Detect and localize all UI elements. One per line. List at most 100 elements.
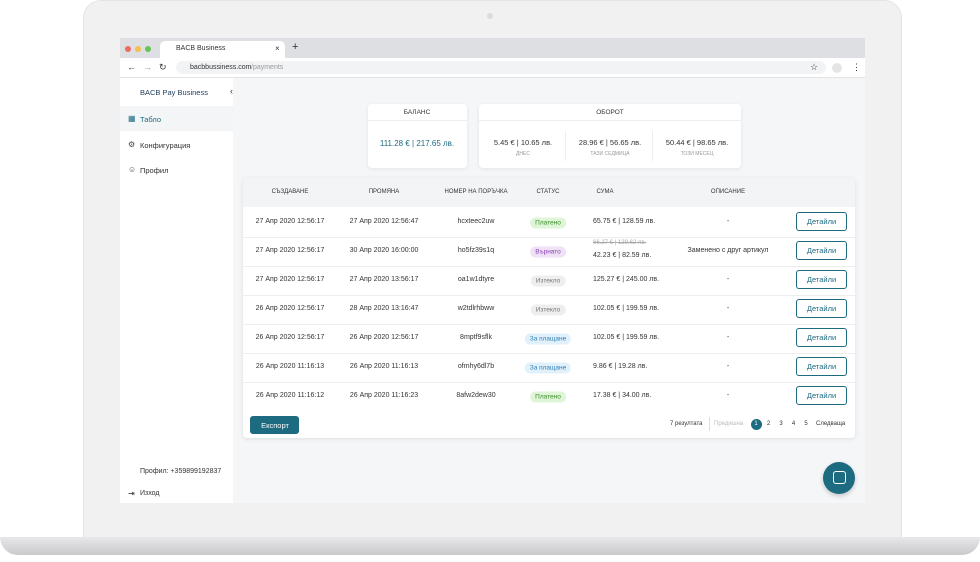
menu-button[interactable]: ⋮	[852, 62, 861, 72]
status-badge: Върнато	[530, 246, 566, 258]
column-header: СТАТУС	[536, 189, 560, 195]
created: 26 Апр 2020 12:56:17	[255, 305, 325, 312]
description: Заменено с друг артикул	[687, 247, 769, 254]
column-header: СЪЗДАВАНЕ	[271, 189, 309, 195]
column-header: СУМА	[596, 189, 614, 195]
divider	[479, 120, 741, 121]
back-button[interactable]: ←	[127, 62, 136, 72]
modified: 26 Апр 2020 11:16:13	[349, 363, 419, 370]
profile-avatar[interactable]	[832, 63, 842, 73]
screen: BACB Business × + ← → ↻ bacbbussiness.co…	[120, 38, 865, 503]
order-number: w2tdlrhbww	[457, 305, 495, 312]
row-divider	[243, 294, 855, 296]
modified: 27 Апр 2020 13:56:17	[349, 276, 419, 283]
turnover-label: ДНЕС	[516, 151, 530, 157]
nav-icon: ☺	[128, 165, 137, 174]
order-number: 8afw2dew30	[456, 392, 496, 399]
order-number: ho5fz39s1q	[457, 247, 495, 254]
details-button[interactable]: Детайли	[796, 241, 847, 260]
details-button[interactable]: Детайли	[796, 386, 847, 405]
export-button[interactable]	[250, 416, 299, 434]
window-maximize[interactable]	[145, 46, 151, 52]
turnover-label: ТОЗИ МЕСЕЦ	[680, 151, 714, 157]
balance-value: 111.28 € | 217.65 лв.	[379, 139, 455, 148]
url-field[interactable]	[176, 61, 826, 74]
nav-item[interactable]: Конфигурация	[140, 140, 191, 150]
sidebar	[120, 78, 233, 503]
details-button[interactable]: Детайли	[796, 299, 847, 318]
created: 27 Апр 2020 12:56:17	[255, 247, 325, 254]
camera	[487, 13, 493, 19]
column-header: ОПИСАНИЕ	[710, 189, 746, 195]
nav-icon: ⚙	[128, 139, 136, 149]
nav-item[interactable]: Профил	[140, 166, 169, 175]
page-number[interactable]: 2	[766, 421, 771, 427]
amount: 42.23 € | 82.59 лв.	[593, 252, 652, 259]
forward-button[interactable]: →	[143, 62, 152, 72]
window-minimize[interactable]	[135, 46, 141, 52]
details-button[interactable]: Детайли	[796, 212, 847, 231]
prev-page[interactable]: Предишна	[714, 421, 744, 427]
browser-tab[interactable]	[160, 41, 285, 58]
details-button[interactable]: Детайли	[796, 357, 847, 376]
amount: 17.38 € | 34.00 лв.	[593, 392, 652, 399]
description: -	[726, 363, 730, 370]
balance-card	[368, 104, 467, 168]
status-badge: За плащане	[524, 362, 572, 374]
modified: 30 Апр 2020 16:00:00	[349, 247, 419, 254]
logout-icon: ⇥	[128, 489, 135, 498]
column-header: НОМЕР НА ПОРЪЧКА	[444, 189, 508, 195]
amount: 65.75 € | 128.59 лв.	[593, 218, 656, 225]
nav-icon: ▦	[128, 114, 136, 123]
page-number[interactable]: 1	[754, 421, 758, 427]
created: 26 Апр 2020 11:16:12	[255, 392, 325, 399]
brand: BACB Pay Business	[140, 88, 208, 97]
amount: 9.86 € | 19.28 лв.	[593, 363, 648, 370]
order-number: oa1w1dtyre	[457, 276, 495, 283]
amount: 102.05 € | 199.59 лв.	[593, 305, 660, 312]
details-button[interactable]: Детайли	[796, 270, 847, 289]
row-divider	[243, 265, 855, 267]
description: -	[726, 305, 730, 312]
description: -	[726, 218, 730, 225]
page-number[interactable]: 5	[804, 421, 808, 427]
chat-button[interactable]	[823, 462, 855, 494]
nav-item[interactable]: Табло	[140, 115, 162, 124]
page-number[interactable]: 4	[791, 421, 796, 427]
window-close[interactable]	[125, 46, 131, 52]
tab-close[interactable]: ×	[275, 44, 280, 53]
details-button[interactable]: Детайли	[796, 328, 847, 347]
modified: 26 Апр 2020 12:56:17	[349, 334, 419, 341]
balance-title: БАЛАНС	[403, 109, 431, 116]
divider	[709, 417, 710, 431]
turnover-card	[479, 104, 741, 168]
old-amount: 66.27 € | 129.62 лв.	[593, 240, 647, 246]
status-badge: Изтекло	[530, 304, 566, 316]
status-badge: Платено	[530, 217, 566, 229]
bookmark-star[interactable]: ☆	[810, 62, 819, 72]
tab-bar	[120, 38, 865, 58]
turnover-label: ТАЗИ СЕДМИЦА	[590, 151, 630, 157]
url-host: bacbbussiness.com	[190, 64, 252, 71]
order-number: 8mptf9sflk	[460, 334, 492, 341]
turnover-title: ОБОРОТ	[596, 109, 624, 116]
row-divider	[243, 381, 855, 383]
reload-button[interactable]: ↻	[159, 62, 167, 72]
next-page[interactable]: Следваща	[816, 421, 846, 427]
nav-active-bg	[120, 106, 233, 131]
amount: 125.27 € | 245.00 лв.	[593, 276, 660, 283]
status-badge: За плащане	[524, 333, 572, 345]
new-tab[interactable]: +	[292, 41, 299, 53]
logout[interactable]: Изход	[140, 490, 160, 497]
turnover-value: 50.44 € | 98.65 лв.	[665, 138, 729, 147]
page-number[interactable]: 3	[779, 421, 783, 427]
modified: 26 Апр 2020 11:16:23	[349, 392, 419, 399]
collapse-sidebar[interactable]: ‹	[230, 86, 233, 96]
description: -	[726, 334, 730, 341]
row-divider	[243, 236, 855, 238]
row-divider	[243, 352, 855, 354]
order-number: ofmhy6dl7b	[457, 363, 495, 370]
chat-icon	[833, 471, 846, 484]
created: 27 Апр 2020 12:56:17	[255, 276, 325, 283]
